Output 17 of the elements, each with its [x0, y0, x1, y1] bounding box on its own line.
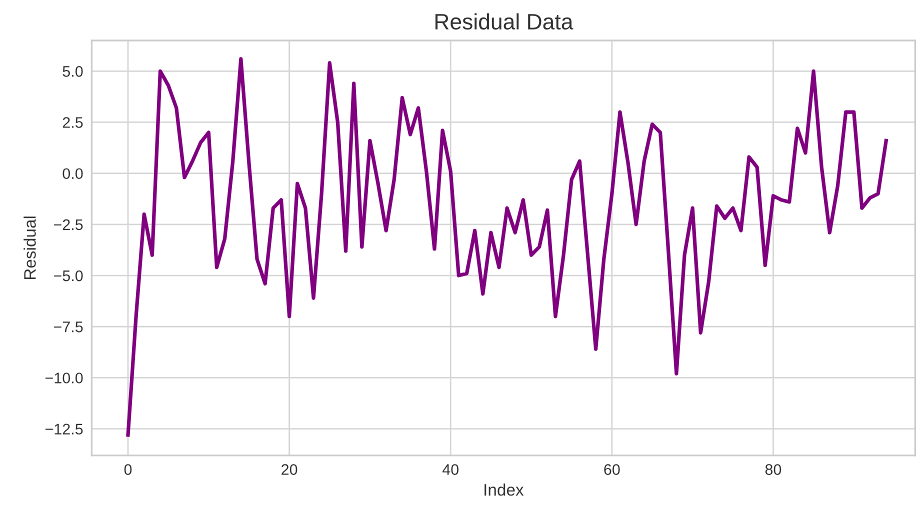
y-tick-label: −5.0: [54, 270, 83, 282]
x-tick-label: 40: [442, 464, 459, 475]
x-axis-title: Index: [484, 484, 524, 496]
x-tick-label: 0: [124, 464, 132, 475]
y-tick-label: 0.0: [62, 168, 83, 180]
y-tick-label: −7.5: [54, 322, 83, 332]
y-tick-label: 2.5: [62, 117, 83, 128]
y-tick-label: −12.5: [45, 424, 83, 435]
y-tick-label: −10.0: [45, 372, 83, 384]
y-tick-label: −2.5: [54, 219, 83, 230]
x-tick-label: 20: [282, 464, 298, 475]
y-axis-title: Residual: [24, 216, 36, 279]
x-tick-label: 60: [604, 464, 620, 475]
x-tick-label: 80: [765, 464, 782, 475]
line-series: [126, 57, 888, 437]
chart-title: Residual Data: [435, 13, 574, 30]
y-tick-label: 5.0: [62, 66, 83, 77]
